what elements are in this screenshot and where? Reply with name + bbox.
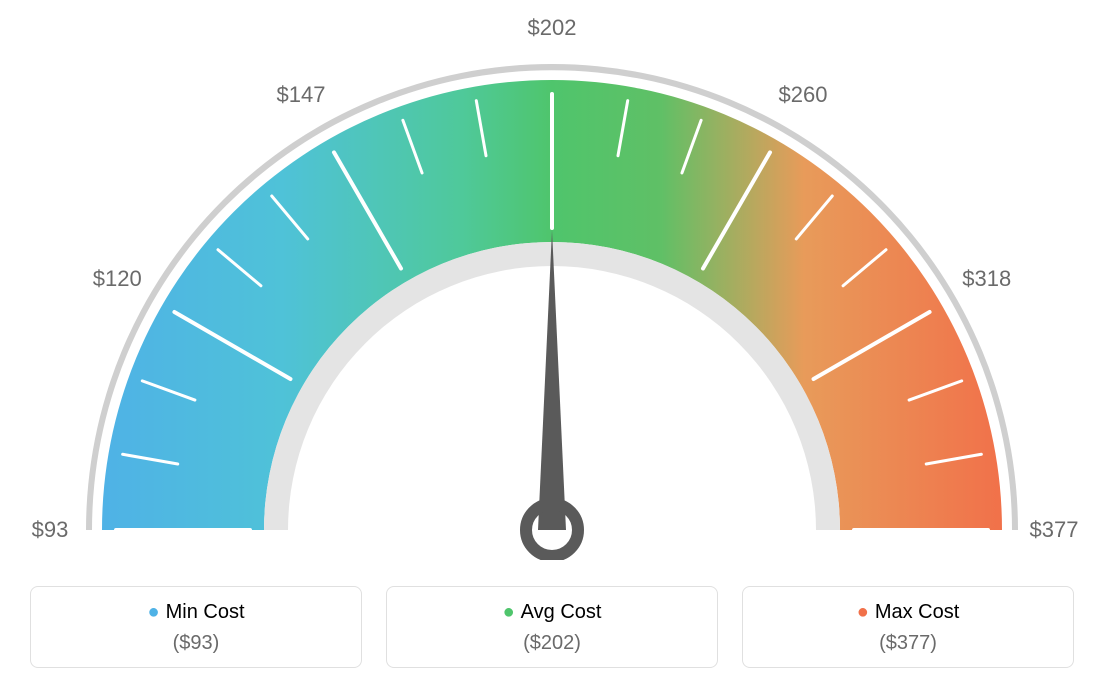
gauge-tick-label-3: $202: [528, 15, 577, 41]
legend-dot-min: ●: [148, 601, 160, 623]
gauge-tick-label-4: $260: [779, 82, 828, 108]
legend-title-avg-text: Avg Cost: [521, 601, 602, 623]
legend-value-max: ($377): [753, 632, 1063, 655]
legend-title-min: ● Min Cost: [41, 601, 351, 624]
legend-row: ● Min Cost ($93) ● Avg Cost ($202) ● Max Co…: [0, 586, 1104, 668]
legend-dot-max: ●: [857, 601, 869, 623]
gauge-tick-label-0: $93: [32, 517, 69, 543]
legend-card-max: ● Max Cost ($377): [742, 586, 1074, 668]
gauge-tick-label-1: $120: [93, 266, 142, 292]
legend-title-min-text: Min Cost: [166, 601, 245, 623]
legend-card-avg: ● Avg Cost ($202): [386, 586, 718, 668]
legend-title-max-text: Max Cost: [875, 601, 959, 623]
legend-dot-avg: ●: [503, 601, 515, 623]
legend-value-avg: ($202): [397, 632, 707, 655]
legend-card-min: ● Min Cost ($93): [30, 586, 362, 668]
legend-title-avg: ● Avg Cost: [397, 601, 707, 624]
legend-value-min: ($93): [41, 632, 351, 655]
legend-title-max: ● Max Cost: [753, 601, 1063, 624]
gauge-tick-label-5: $318: [962, 266, 1011, 292]
gauge-tick-label-2: $147: [277, 82, 326, 108]
gauge-tick-label-6: $377: [1030, 517, 1079, 543]
gauge-svg: [0, 0, 1104, 560]
gauge-container: $93 $120 $147 $202 $260 $318 $377: [0, 0, 1104, 560]
